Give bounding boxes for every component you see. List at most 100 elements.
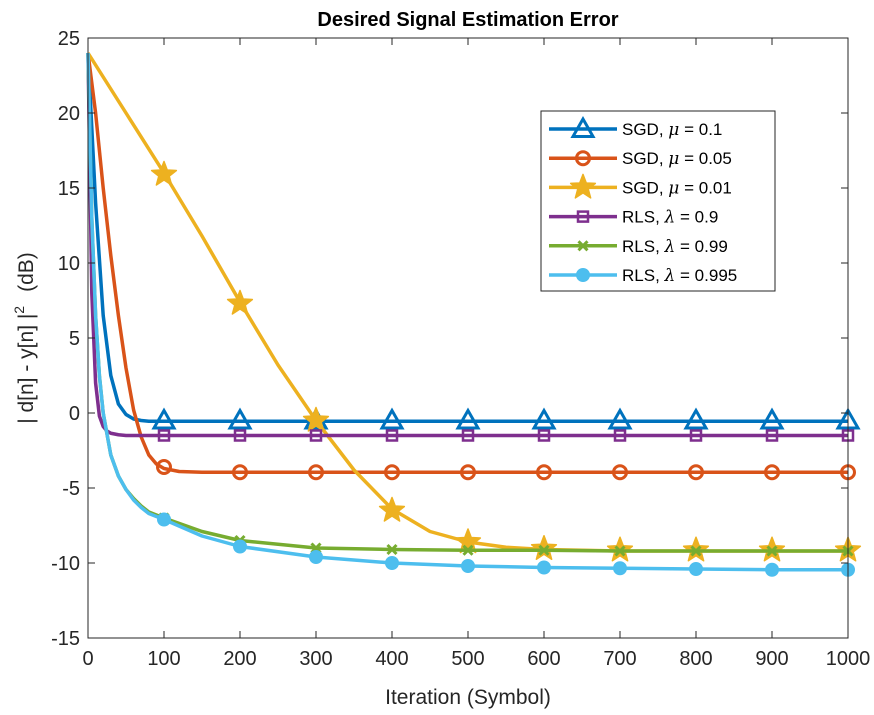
y-tick-label: 5 [69, 328, 80, 350]
legend-label-prefix: SGD, [622, 120, 668, 139]
series-4-point [157, 429, 171, 442]
x-tick-label: 500 [451, 648, 484, 670]
series-1-point [607, 407, 633, 430]
x-tick-label: 600 [527, 648, 560, 670]
y-tick-label: 0 [69, 403, 80, 425]
legend-label-value: = 0.1 [679, 120, 722, 139]
y-tick-label: -5 [62, 478, 80, 500]
series-5-point [690, 545, 702, 557]
y-axis-label-main: | d[n] - y[n] | [15, 314, 38, 424]
series-3-point [302, 406, 330, 432]
legend-label-value: = 0.05 [679, 149, 731, 168]
legend-box [540, 110, 776, 292]
series-layer [86, 52, 862, 577]
series-2-point [384, 464, 400, 481]
legend-label-value: = 0.995 [675, 266, 737, 285]
y-tick-label: 15 [58, 178, 80, 200]
series-5-point [386, 543, 398, 556]
legend-item-3: SGD, μ = 0.01 [549, 173, 732, 199]
x-tick-label: 300 [299, 648, 332, 670]
legend-label-symbol: λ [664, 208, 676, 228]
series-4-point [385, 429, 399, 442]
series-6-point [537, 560, 551, 575]
series-1-point [151, 407, 177, 430]
chart-title: Desired Signal Estimation Error [317, 9, 618, 31]
legend-label-prefix: SGD, [622, 149, 668, 168]
x-tick-label: 0 [82, 648, 93, 670]
series-5-point [538, 544, 550, 556]
series-4-point [309, 429, 323, 442]
y-axis-label: | d[n] - y[n] |2 (dB) [11, 252, 38, 424]
series-4-point [537, 429, 551, 442]
x-tick-label: 1000 [826, 648, 871, 670]
series-4-point [613, 429, 627, 442]
series-2-point [232, 464, 248, 481]
series-6-point [461, 559, 475, 573]
series-2-point [308, 464, 324, 481]
series-3-point [226, 289, 254, 315]
series-4-point [765, 429, 779, 442]
series-2-point [156, 459, 172, 475]
legend-marker [576, 210, 590, 223]
legend-label: SGD, μ = 0.1 [622, 120, 722, 140]
legend-marker [570, 115, 596, 138]
series-line-6 [86, 52, 848, 572]
x-tick-label: 100 [147, 648, 180, 670]
series-6-point [157, 512, 171, 527]
series-6-point [309, 550, 323, 564]
series-1-point [759, 407, 785, 430]
legend-label-prefix: RLS, [622, 266, 665, 285]
series-line-4 [86, 52, 848, 438]
series-3-point [530, 535, 558, 561]
series-1-point [683, 407, 709, 430]
legend-label-value: = 0.9 [675, 208, 718, 227]
legend-label-symbol: λ [664, 266, 676, 286]
legend-item-6: RLS, λ = 0.995 [549, 266, 737, 286]
axes-layer: 0 100 200 300 400 500 600 700 800 900 1000-15-10-5… [51, 28, 870, 670]
x-tick-label: 900 [755, 648, 788, 670]
legend-item-4: RLS, λ = 0.9 [549, 208, 718, 228]
legend-label: RLS, λ = 0.99 [622, 237, 728, 257]
y-tick-label: -15 [51, 628, 80, 650]
series-4-point [461, 429, 475, 442]
y-tick-label: 10 [58, 253, 80, 275]
series-1-point [455, 407, 481, 430]
legend-label-value: = 0.99 [675, 237, 727, 256]
legend-label-symbol: μ [668, 149, 679, 169]
series-2 [86, 52, 856, 481]
series-6-point [385, 556, 399, 570]
legend-item-5: RLS, λ = 0.99 [549, 237, 728, 257]
legend-marker [577, 240, 589, 252]
x-tick-label: 700 [603, 648, 636, 670]
legend-label-prefix: SGD, [622, 178, 668, 197]
series-2-point [460, 464, 476, 481]
legend-label-prefix: RLS, [622, 208, 665, 227]
legend-label-symbol: μ [668, 120, 679, 140]
legend-label: SGD, μ = 0.05 [622, 149, 732, 169]
series-4-point [689, 429, 703, 442]
series-3-point [150, 160, 178, 186]
series-2-point [688, 464, 704, 481]
series-3-point [454, 528, 482, 554]
legend-label: SGD, μ = 0.01 [622, 178, 732, 198]
legend-label: RLS, λ = 0.995 [622, 266, 737, 286]
series-line-2 [86, 52, 848, 474]
series-2-point [536, 464, 552, 481]
series-6-point [233, 539, 247, 554]
legend-label-value: = 0.01 [679, 178, 731, 197]
legend-item-1: SGD, μ = 0.1 [549, 115, 722, 140]
series-1 [86, 52, 861, 430]
series-2-point [764, 464, 780, 481]
x-axis-label: Iteration (Symbol) [385, 686, 551, 709]
series-5-point [766, 545, 778, 557]
x-tick-label: 800 [679, 648, 712, 670]
series-1-point [379, 407, 405, 430]
series-6-point [765, 562, 779, 577]
series-6-point [689, 562, 703, 576]
series-1-point [227, 407, 253, 430]
x-tick-label: 400 [375, 648, 408, 670]
y-axis-label-unit: (dB) [15, 252, 38, 292]
legend-label-symbol: λ [664, 237, 676, 257]
